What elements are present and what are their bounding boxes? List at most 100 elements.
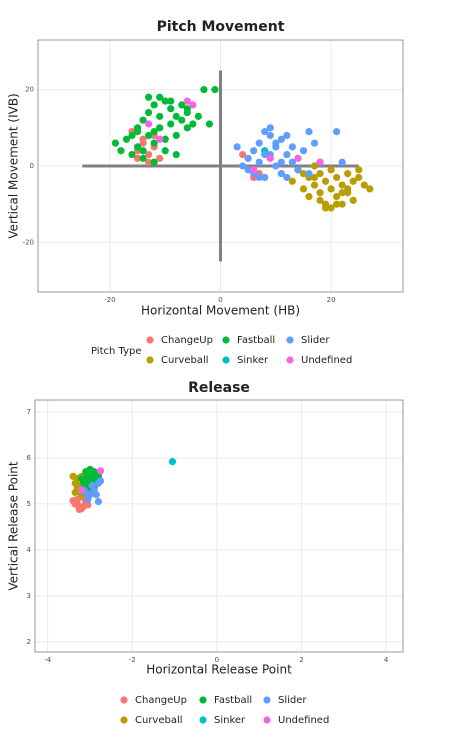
point [200,86,208,94]
point [172,131,180,140]
x-axis-label: Horizontal Movement (HB) [141,304,300,318]
legend-label: ChangeUp [135,695,187,706]
point [167,97,175,105]
chart-title: Release [188,380,250,396]
point [338,181,346,189]
point [167,105,175,113]
point [244,166,252,174]
point [305,192,313,201]
point [288,143,296,151]
point [344,185,352,193]
y-tick-label: 6 [27,454,32,462]
point [84,501,92,509]
point [288,158,296,166]
point [299,147,308,155]
point [150,128,158,136]
point [194,112,202,120]
point [189,120,197,128]
point [305,128,313,136]
point [250,147,258,155]
y-axis-label: Vertical Movement (IVB) [7,93,21,238]
point [145,120,153,128]
legend-swatch [222,336,230,344]
point [277,135,285,143]
x-tick-label: 20 [327,296,336,304]
point [167,120,175,128]
point [139,135,147,143]
point [161,147,169,155]
legend-label: Sinker [214,715,246,726]
point [349,177,357,185]
point [294,166,302,174]
point [183,105,191,113]
point [172,150,180,159]
legend-swatch [120,716,128,724]
point [168,458,177,466]
point [128,150,136,159]
point [299,170,308,178]
point [283,150,291,159]
point [344,170,352,178]
point [333,173,341,182]
legend-label: Sinker [237,355,269,366]
point [128,131,136,140]
point [139,116,147,124]
point [156,93,164,101]
point [366,185,374,193]
point [77,486,86,494]
legend-swatch [199,696,207,704]
point [172,112,180,120]
point [145,150,153,159]
point [161,97,169,105]
point [261,150,269,159]
point [255,173,263,182]
point [327,204,335,212]
legend-label: Curveball [135,715,183,726]
point [305,170,313,178]
point [150,101,158,109]
chart-title: Pitch Movement [157,19,285,35]
point [294,154,302,162]
x-tick-label: -4 [44,656,52,664]
legend-label: Undefined [278,715,329,726]
point [316,189,324,197]
point [277,158,285,166]
x-tick-label: -2 [129,656,136,664]
point [117,147,125,155]
legend-label: Slider [301,335,330,346]
point [321,204,330,212]
legend-swatch [286,336,294,344]
point [333,200,341,208]
legend-swatch [222,356,230,364]
point [310,181,319,189]
point [316,170,324,178]
legend-swatch [199,716,207,724]
point [244,154,252,162]
x-tick-label: 4 [384,656,389,664]
point [71,488,79,497]
legend-label: Fastball [237,335,275,346]
x-tick-label: 2 [299,656,303,664]
point [316,158,324,166]
point [333,192,341,201]
y-tick-label: -20 [23,238,34,246]
point [327,166,335,174]
point [266,154,274,162]
legend-swatch [120,696,128,704]
point [261,128,269,136]
x-tick-label: 0 [218,296,222,304]
point [145,93,153,101]
legend-label: Undefined [301,355,352,366]
y-tick-label: 7 [27,408,31,416]
point [145,108,153,117]
point [88,481,96,490]
point [94,498,103,506]
legend-label: Slider [278,695,307,706]
point [349,196,357,204]
y-axis-label: Vertical Release Point [7,461,21,591]
point [96,477,105,485]
legend-swatch [263,696,271,704]
point [310,162,319,170]
panel-border [37,39,404,293]
